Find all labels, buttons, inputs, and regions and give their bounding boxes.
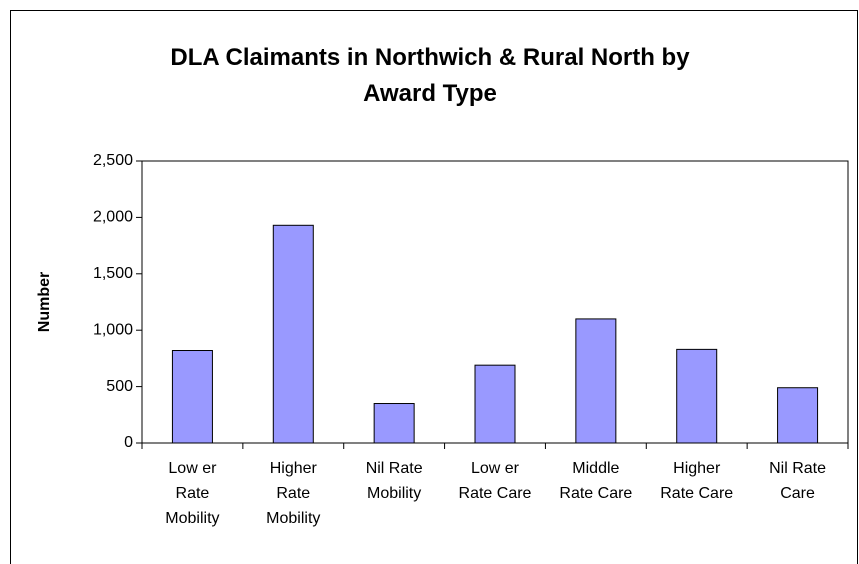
x-tick-label-line: Rate	[176, 485, 210, 502]
x-tick-label-line: Higher	[673, 460, 721, 477]
x-tick-label-line: Rate Care	[459, 485, 532, 502]
x-tick-label: Higher Rate Mobility	[266, 460, 320, 527]
chart-title: DLA Claimants in Northwich & Rural North…	[170, 44, 690, 107]
x-tick-label: Low er Rate Mobility	[165, 460, 219, 527]
y-axis-label: Number	[36, 272, 53, 332]
x-tick-label-line: Rate Care	[660, 485, 733, 502]
x-tick-label: Higher Rate Care	[660, 460, 733, 502]
bar	[373, 403, 415, 444]
y-tick-label: 1,000	[93, 321, 133, 338]
bar	[474, 364, 516, 444]
x-tick-label-line: Low er	[168, 460, 217, 477]
x-tick-label-line: Rate	[276, 485, 310, 502]
x-tick-label-line: Nil Rate	[366, 460, 423, 477]
bar	[676, 348, 718, 444]
x-tick-label-line: Low er	[471, 460, 520, 477]
bar	[272, 224, 314, 444]
x-tick-label-line: Higher	[270, 460, 318, 477]
x-tick-label: Low er Rate Care	[459, 460, 532, 502]
y-tick-label: 0	[124, 434, 133, 451]
x-tick-label-line: Mobility	[266, 510, 320, 527]
x-tick-label: Nil Rate Care	[769, 460, 826, 502]
y-tick-label: 2,000	[93, 209, 133, 226]
x-tick-label-line: Care	[780, 485, 815, 502]
x-tick-label-line: Rate Care	[559, 485, 632, 502]
chart-frame	[10, 10, 858, 564]
x-tick-label-line: Mobility	[367, 485, 421, 502]
y-tick-label: 2,500	[93, 152, 133, 169]
x-tick-label-line: Middle	[572, 460, 619, 477]
bar	[777, 387, 819, 444]
x-tick-label: Nil Rate Mobility	[366, 460, 423, 502]
bar	[171, 350, 213, 444]
bar	[575, 318, 617, 444]
y-tick-label: 1,500	[93, 265, 133, 282]
x-tick-label: Middle Rate Care	[559, 460, 632, 502]
y-tick-label: 500	[106, 378, 133, 395]
x-tick-label-line: Nil Rate	[769, 460, 826, 477]
x-tick-label-line: Mobility	[165, 510, 219, 527]
